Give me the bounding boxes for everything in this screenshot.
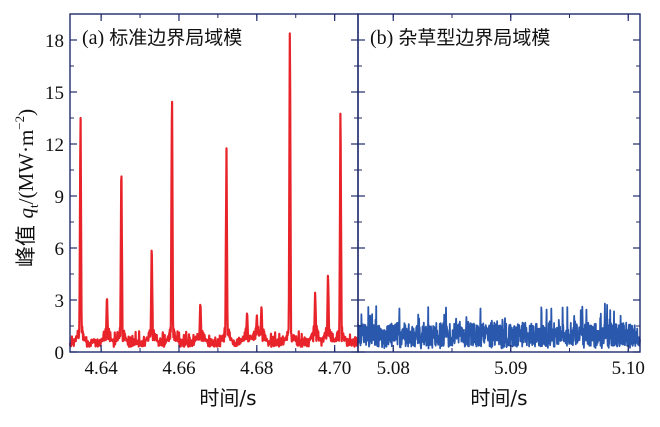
y-axis-label-prefix: 峰值 <box>14 218 38 267</box>
y-tick-label: 15 <box>45 83 64 104</box>
panel-title: (a) 标准边界局域模 <box>82 27 242 49</box>
x-tick-label: 5.08 <box>377 358 410 379</box>
y-tick-label: 9 <box>55 187 65 208</box>
y-axis-label-q: q <box>14 207 38 218</box>
x-tick-label: 4.70 <box>318 358 351 379</box>
y-axis-label-close: ) <box>14 109 38 116</box>
panel-title: (b) 杂草型边界局域模 <box>370 27 550 49</box>
y-tick-label: 0 <box>55 343 65 364</box>
plot-frame <box>357 13 641 353</box>
series-line-a <box>68 32 359 348</box>
x-axis-label: 时间/s <box>470 386 527 410</box>
y-axis-label-units: /(MW·m <box>14 130 38 205</box>
y-axis-label: 峰值 qt/(MW·m−2) <box>12 109 41 267</box>
x-tick-label: 4.68 <box>240 358 273 379</box>
x-tick-label: 4.66 <box>162 358 195 379</box>
y-tick-label: 18 <box>45 31 64 52</box>
panel-title-text: 标准边界局域模 <box>109 27 242 49</box>
y-tick-label: 12 <box>45 135 64 156</box>
panel-label: (b) <box>370 27 398 49</box>
x-tick-label: 4.64 <box>85 358 119 379</box>
panel-title-text: 杂草型边界局域模 <box>398 27 550 49</box>
y-axis-label-sub: t <box>26 204 41 208</box>
y-tick-label: 3 <box>55 291 65 312</box>
x-tick-label: 5.10 <box>612 358 645 379</box>
y-tick-label: 6 <box>55 239 65 260</box>
panel-label: (a) <box>82 27 109 49</box>
x-axis-label: 时间/s <box>199 386 256 410</box>
x-tick-label: 5.09 <box>494 358 527 379</box>
y-axis-label-exp: −2 <box>12 116 27 130</box>
series-line-b <box>357 302 641 350</box>
panel-a: 4.64 4.66 4.68 4.70 0 3 6 9 12 15 18 (a) 标准边界局域模时间/… <box>45 13 359 410</box>
